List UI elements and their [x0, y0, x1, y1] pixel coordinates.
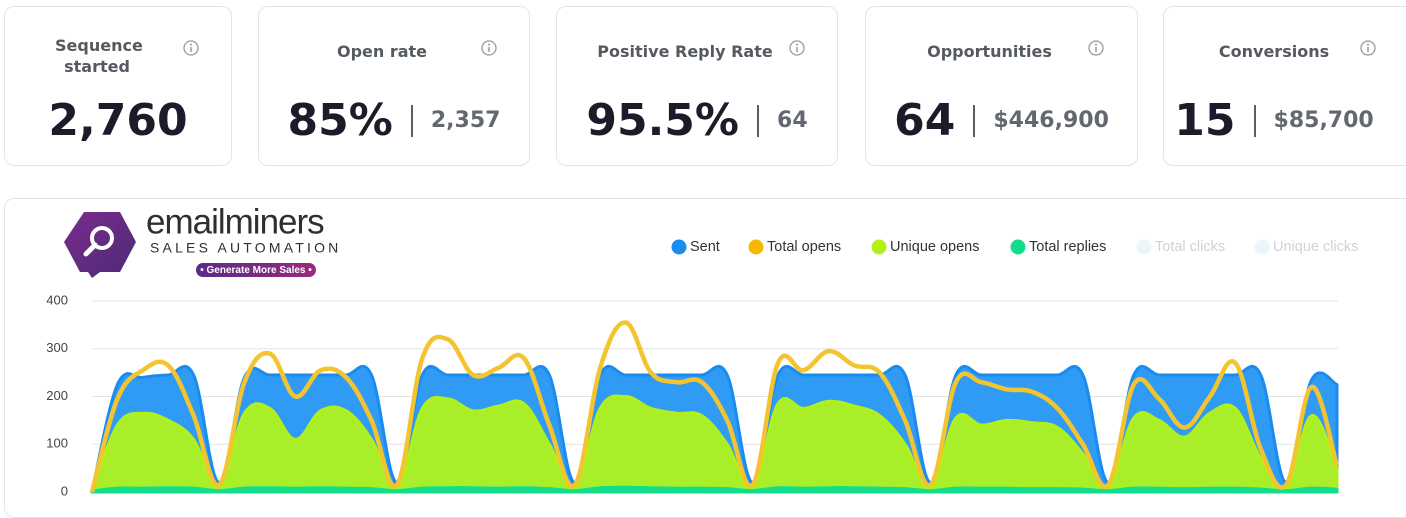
dashboard: Sequence started 2,760 Open rate 85% 2,35…: [4, 6, 1406, 518]
area: [90, 485, 1339, 494]
card-value: 85%: [287, 95, 393, 146]
legend-label: Unique clicks: [1273, 239, 1358, 255]
y-tick-label: 300: [46, 340, 68, 355]
logo-name: emailminers: [146, 202, 324, 241]
legend-item[interactable]: Total clicks: [1136, 239, 1226, 255]
card-detail: $446,900: [993, 108, 1109, 133]
info-icon[interactable]: [1360, 40, 1376, 56]
legend-item[interactable]: Total opens: [748, 239, 842, 255]
legend-swatch: [748, 239, 764, 255]
card-title: Opportunities: [927, 42, 1052, 61]
divider: [410, 104, 413, 137]
info-icon[interactable]: [481, 40, 497, 56]
chart: emailminers SALES AUTOMATION • Generate …: [46, 202, 1359, 498]
info-icon[interactable]: [789, 40, 805, 56]
card-title: Positive Reply Rate: [597, 42, 773, 61]
y-tick-label: 200: [46, 388, 68, 403]
legend-item[interactable]: Sent: [671, 239, 720, 255]
y-tick-label: 400: [46, 292, 68, 307]
legend-label: Unique opens: [890, 239, 980, 255]
stat-card: Sequence started 2,760: [4, 6, 232, 166]
card-detail: 64: [777, 108, 808, 133]
card-detail: $85,700: [1273, 108, 1374, 133]
card-value: 64: [894, 95, 956, 146]
line: [89, 320, 1340, 493]
legend-label: Total clicks: [1155, 239, 1225, 255]
card-title: Open rate: [336, 42, 428, 61]
stat-card: Open rate 85% 2,357: [258, 6, 530, 166]
info-icon[interactable]: [1088, 40, 1104, 56]
card-title: Sequence started: [55, 36, 143, 76]
logo: emailminers SALES AUTOMATION • Generate …: [64, 202, 342, 278]
stat-card: Positive Reply Rate 95.5% 64: [556, 6, 838, 166]
card-title: Conversions: [1218, 42, 1330, 61]
stat-card: Opportunities 64 $446,900: [865, 6, 1138, 166]
legend-swatch: [671, 239, 687, 255]
stat-card: Conversions 15 $85,700: [1163, 6, 1406, 166]
legend-item[interactable]: Unique opens: [871, 239, 980, 255]
logo-tagline: • Generate More Sales •: [200, 265, 312, 276]
legend-label: Total replies: [1029, 239, 1106, 255]
legend-swatch: [1010, 239, 1026, 255]
divider: [973, 104, 976, 137]
divider: [757, 104, 760, 137]
card-value: 95.5%: [586, 95, 740, 146]
legend-swatch: [871, 239, 887, 255]
legend-item[interactable]: Total replies: [1010, 239, 1107, 255]
card-value: 15: [1174, 95, 1236, 146]
logo-subtitle: SALES AUTOMATION: [150, 240, 342, 256]
legend-item[interactable]: Unique clicks: [1254, 239, 1359, 255]
divider: [1253, 104, 1256, 137]
card-value: 2,760: [48, 95, 188, 146]
legend-swatch: [1254, 239, 1270, 255]
info-icon[interactable]: [183, 40, 199, 56]
legend-label: Sent: [690, 239, 720, 255]
legend-swatch: [1136, 239, 1152, 255]
area: [90, 394, 1339, 494]
legend-label: Total opens: [767, 239, 841, 255]
card-detail: 2,357: [430, 108, 501, 133]
y-tick-label: 0: [61, 483, 68, 498]
y-tick-label: 100: [46, 436, 68, 451]
